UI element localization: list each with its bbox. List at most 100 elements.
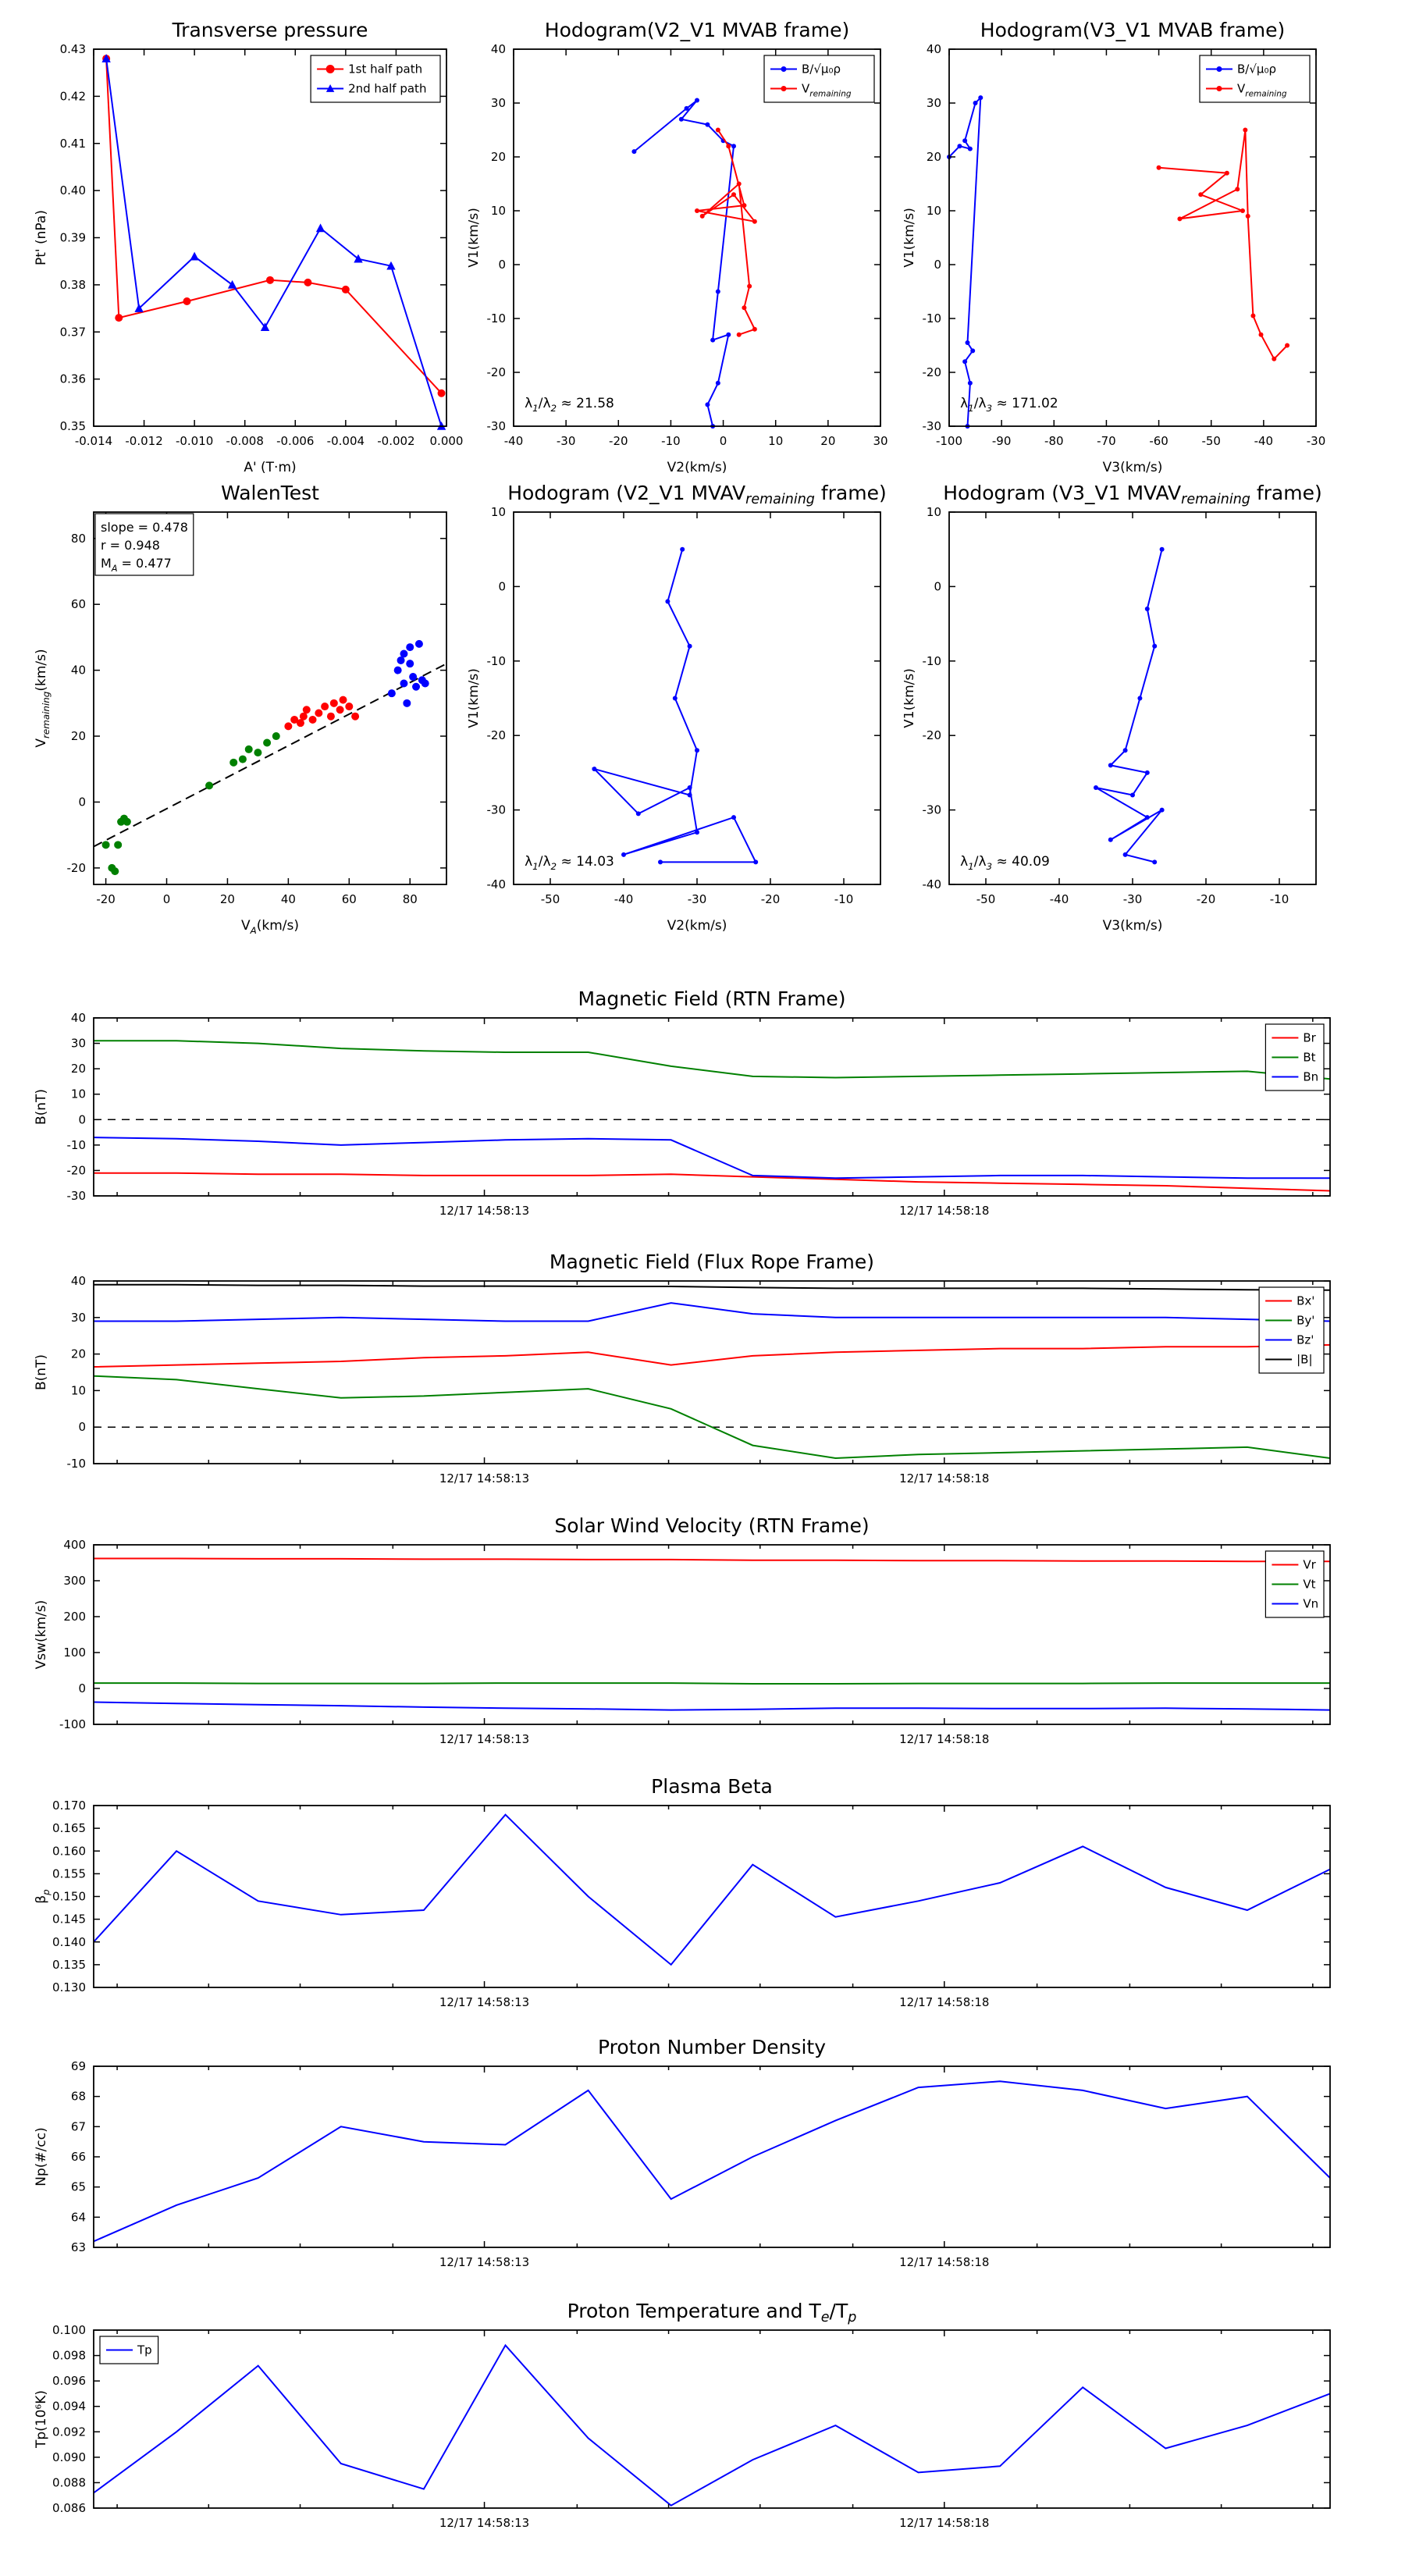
x-tick-label: -0.002 <box>377 434 414 448</box>
marker <box>1243 127 1248 133</box>
marker <box>341 285 350 294</box>
panel-svg-hodogram-v2-v1-mvab: -40 -30 -20 -10 0 10 20 30-30-20-10010203040Hod… <box>466 19 888 475</box>
plot-background <box>94 2330 1330 2508</box>
annotation: λ1/λ3 ≈ 40.09 <box>960 854 1050 872</box>
series-line-v-remaining <box>696 129 757 336</box>
y-tick-label: 0 <box>78 1420 86 1434</box>
marker <box>687 643 692 649</box>
marker <box>731 144 736 149</box>
panel-title: Hodogram (V3_V1 MVAVremaining frame) <box>943 482 1322 507</box>
y-tick-label: 20 <box>71 1062 86 1076</box>
marker <box>1159 807 1165 813</box>
y-tick-label: 0.37 <box>60 325 86 339</box>
x-tick-label: -0.012 <box>125 434 162 448</box>
ticks <box>94 1544 1330 1725</box>
series-first-interval-points <box>101 732 280 876</box>
y-tick-label: 66 <box>71 2150 86 2164</box>
marker <box>205 781 214 790</box>
legend-box <box>310 55 441 103</box>
marker <box>1144 607 1150 612</box>
series-by-prime <box>93 1375 1331 1460</box>
x-tick-label: 12/17 14:58:18 <box>899 1471 989 1485</box>
series-v-remaining-hodogram <box>592 546 759 865</box>
y-tick-label: -20 <box>67 861 87 875</box>
marker <box>1130 792 1135 798</box>
marker <box>752 326 757 332</box>
marker <box>393 666 402 674</box>
y-axis-label: V1(km/s) <box>904 668 917 728</box>
marker <box>421 679 429 688</box>
marker <box>406 643 414 652</box>
series-line-np <box>93 2080 1331 2243</box>
y-tick-label: 0.170 <box>52 1799 86 1813</box>
x-tick-label: -0.014 <box>75 434 112 448</box>
panel-hodogram-v3-v1-mvab: -100 -90 -80 -70 -60 -50 -40 -30 -30 -20 -10 0 10 20 3… <box>902 8 1364 507</box>
x-tick-label: -40 <box>504 434 524 448</box>
y-tick-label: -20 <box>923 728 942 742</box>
axes-frame <box>93 1544 1331 1725</box>
ticks <box>948 48 1317 427</box>
y-tick-label: 10 <box>927 505 941 519</box>
x-tick-label: -0.008 <box>226 434 264 448</box>
series-group <box>93 1813 1331 1966</box>
marker <box>957 144 962 149</box>
y-axis-label: Vremaining(km/s) <box>34 649 52 747</box>
ticks <box>514 511 880 885</box>
x-tick-label: -0.006 <box>276 434 314 448</box>
y-tick-label: -10 <box>487 311 507 326</box>
series-line-vr <box>94 1557 1330 1563</box>
y-tick-label: 0.130 <box>52 1980 86 1994</box>
series-line-vn <box>93 1701 1331 1711</box>
panel-transverse-pressure: -0.014 -0.012 -0.010 -0.008 -0.006 -0.004 -0.0… <box>16 8 472 507</box>
legend-box <box>763 55 875 103</box>
y-tick-label: -30 <box>487 419 507 433</box>
panel-svg-mag-rtn: 12/17 14:58:13 12/17 14:58:18 -30 -20 -10 0 10… <box>34 987 1331 1218</box>
x-tick-label: -40 <box>1050 892 1069 906</box>
marker <box>1144 770 1150 775</box>
marker <box>715 289 720 294</box>
x-tick-label: -30 <box>557 434 576 448</box>
y-tick-label: 0.160 <box>52 1844 86 1858</box>
marker <box>1122 852 1128 857</box>
marker <box>1216 66 1222 72</box>
y-tick-label: -40 <box>923 877 942 891</box>
marker <box>592 767 597 772</box>
series-fit-line <box>93 663 447 848</box>
y-tick-label: 0.086 <box>52 2501 86 2515</box>
series-line-v-remaining <box>1158 130 1288 361</box>
marker <box>687 792 692 798</box>
series-tp <box>93 2343 1331 2507</box>
series-b-alfven <box>947 95 984 429</box>
marker <box>123 817 131 826</box>
x-tick-label: 10 <box>768 434 783 448</box>
x-tick-label: -30 <box>688 892 707 906</box>
x-tick-label: 0 <box>720 434 727 448</box>
annotation: λ1/λ2 ≈ 14.03 <box>525 854 614 872</box>
marker <box>1108 763 1113 768</box>
panel-hodogram-v2-v1-mvab: -40 -30 -20 -10 0 10 20 30 -30 -20 -10 0 10 20 30 40 Hod… <box>466 8 929 507</box>
y-tick-label: 10 <box>927 204 941 218</box>
y-tick-label: 0.100 <box>52 2323 86 2337</box>
marker <box>1285 343 1290 348</box>
x-tick-label: 12/17 14:58:13 <box>439 1471 529 1485</box>
series-line-br <box>94 1172 1331 1192</box>
y-tick-label: 0 <box>78 795 86 809</box>
plot-background <box>94 1281 1330 1464</box>
y-tick-label: 0 <box>498 258 506 272</box>
x-tick-label: -40 <box>614 892 634 906</box>
marker <box>329 699 338 707</box>
series-vr <box>94 1557 1330 1563</box>
marker <box>695 748 699 753</box>
y-tick-label: 30 <box>927 96 941 110</box>
series-middle-interval-points <box>284 696 360 731</box>
x-tick-label: -20 <box>96 892 116 906</box>
x-tick-label: -50 <box>976 892 996 906</box>
marker <box>736 181 742 187</box>
legend: Vr Vt Vn <box>1264 1550 1325 1618</box>
marker <box>315 709 323 717</box>
marker <box>695 98 699 103</box>
marker <box>325 84 335 92</box>
y-tick-label: 10 <box>71 1383 86 1397</box>
